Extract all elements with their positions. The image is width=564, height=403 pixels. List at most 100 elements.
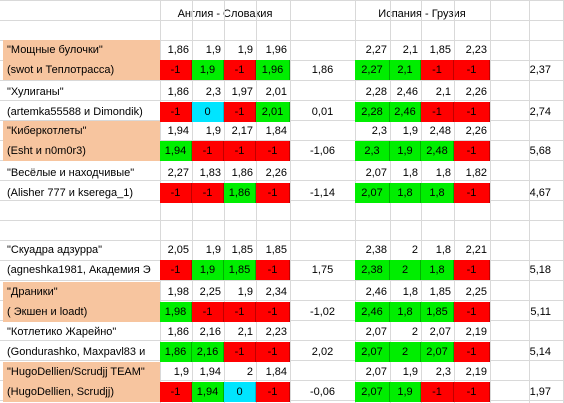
- result-cell-match1[interactable]: 2,16: [192, 342, 224, 362]
- result-cell-match1[interactable]: -1: [256, 382, 290, 402]
- odds-cell-match1[interactable]: 2,17: [231, 125, 253, 137]
- team-name-cell[interactable]: "Котлетико Жарейно": [7, 326, 117, 338]
- team-name-cell[interactable]: "Хулиганы": [7, 86, 64, 98]
- match1-total-cell[interactable]: 0,01: [311, 106, 334, 118]
- result-cell-match1[interactable]: -1: [160, 60, 192, 80]
- result-cell-match2[interactable]: 2,28: [355, 102, 390, 122]
- result-cell-match2[interactable]: 2,46: [355, 302, 390, 322]
- result-cell-match1[interactable]: 1,9: [192, 260, 224, 280]
- odds-cell-match1[interactable]: 2,25: [199, 286, 221, 298]
- result-cell-match1[interactable]: -1: [256, 342, 290, 362]
- odds-cell-match2[interactable]: 2,27: [365, 44, 387, 56]
- result-cell-match2[interactable]: 1,85: [421, 302, 454, 322]
- odds-cell-match2[interactable]: 1,8: [435, 244, 451, 256]
- odds-cell-match2[interactable]: 1,85: [429, 44, 451, 56]
- team-members-cell[interactable]: ( Экшен и loadt): [3, 302, 160, 322]
- match1-total-cell[interactable]: -1,14: [309, 187, 336, 199]
- odds-cell-match2[interactable]: 1,8: [402, 286, 418, 298]
- odds-cell-match1[interactable]: 1,86: [167, 326, 189, 338]
- match2-total-cell[interactable]: 5,18: [529, 264, 551, 276]
- match2-total-cell[interactable]: 5,14: [529, 346, 551, 358]
- odds-cell-match2[interactable]: 1,9: [402, 366, 418, 378]
- odds-cell-match2[interactable]: 2,19: [465, 326, 487, 338]
- match2-header[interactable]: Испания - Грузия: [378, 8, 466, 20]
- match1-total-cell[interactable]: -0,06: [309, 386, 336, 398]
- odds-cell-match2[interactable]: 2,1: [435, 86, 451, 98]
- odds-cell-match2[interactable]: 1,9: [402, 125, 418, 137]
- result-cell-match2[interactable]: 1,8: [421, 260, 454, 280]
- result-cell-match2[interactable]: 2: [390, 260, 421, 280]
- team-name-cell[interactable]: "Весёлые и находчивые": [7, 167, 135, 179]
- odds-cell-match1[interactable]: 1,84: [265, 366, 287, 378]
- team-name-cell[interactable]: "Киберкотлеты": [3, 121, 160, 141]
- result-cell-match2[interactable]: 2,07: [355, 183, 390, 203]
- odds-cell-match1[interactable]: 2,05: [167, 244, 189, 256]
- result-cell-match2[interactable]: -1: [454, 141, 490, 161]
- match1-total-cell[interactable]: 1,75: [311, 264, 334, 276]
- odds-cell-match2[interactable]: 2,46: [365, 286, 387, 298]
- result-cell-match2[interactable]: 2,48: [421, 141, 454, 161]
- match2-total-cell[interactable]: 5,68: [529, 145, 551, 157]
- result-cell-match2[interactable]: -1: [454, 260, 490, 280]
- result-cell-match1[interactable]: -1: [192, 141, 224, 161]
- team-members-cell[interactable]: (Gondurashko, Maxpavl83 и: [7, 346, 146, 358]
- result-cell-match2[interactable]: 1,8: [390, 302, 421, 322]
- result-cell-match2[interactable]: -1: [421, 60, 454, 80]
- odds-cell-match2[interactable]: 2,38: [365, 244, 387, 256]
- match1-total-cell[interactable]: -1,02: [309, 306, 336, 318]
- odds-cell-match1[interactable]: 2,01: [265, 86, 287, 98]
- result-cell-match2[interactable]: -1: [421, 382, 454, 402]
- team-name-cell[interactable]: "Драники": [3, 282, 160, 302]
- odds-cell-match1[interactable]: 1,9: [237, 44, 253, 56]
- team-members-cell[interactable]: (agneshka1981, Академия Э: [7, 264, 151, 276]
- match2-total-cell[interactable]: 1,97: [529, 386, 551, 398]
- result-cell-match1[interactable]: 1,86: [224, 183, 256, 203]
- odds-cell-match1[interactable]: 1,85: [231, 244, 253, 256]
- result-cell-match2[interactable]: 1,9: [390, 382, 421, 402]
- odds-cell-match2[interactable]: 1,8: [402, 167, 418, 179]
- result-cell-match2[interactable]: -1: [454, 102, 490, 122]
- result-cell-match2[interactable]: 2: [390, 342, 421, 362]
- team-name-cell[interactable]: "Мощные булочки": [3, 40, 160, 60]
- result-cell-match2[interactable]: -1: [454, 382, 490, 402]
- result-cell-match1[interactable]: 1,94: [160, 141, 192, 161]
- result-cell-match2[interactable]: 2,3: [355, 141, 390, 161]
- odds-cell-match1[interactable]: 1,94: [167, 125, 189, 137]
- odds-cell-match1[interactable]: 1,9: [205, 44, 221, 56]
- odds-cell-match2[interactable]: 1,8: [435, 167, 451, 179]
- match1-header[interactable]: Англия - Словакия: [177, 8, 273, 20]
- result-cell-match2[interactable]: 2,1: [390, 60, 421, 80]
- odds-cell-match1[interactable]: 1,86: [167, 44, 189, 56]
- match2-total-cell[interactable]: 2,74: [529, 106, 551, 118]
- result-cell-match1[interactable]: 0: [224, 382, 256, 402]
- odds-cell-match1[interactable]: 1,9: [173, 366, 189, 378]
- odds-cell-match2[interactable]: 2: [411, 244, 418, 256]
- odds-cell-match1[interactable]: 1,86: [231, 167, 253, 179]
- result-cell-match2[interactable]: -1: [421, 102, 454, 122]
- odds-cell-match2[interactable]: 2,07: [429, 326, 451, 338]
- odds-cell-match2[interactable]: 2,07: [365, 167, 387, 179]
- team-members-cell[interactable]: (Alisher 777 и kserega_1): [7, 187, 133, 199]
- result-cell-match1[interactable]: -1: [224, 141, 256, 161]
- odds-cell-match2[interactable]: 2,21: [465, 244, 487, 256]
- result-cell-match1[interactable]: -1: [160, 382, 192, 402]
- result-cell-match1[interactable]: 1,85: [224, 260, 256, 280]
- result-cell-match1[interactable]: -1: [160, 102, 192, 122]
- result-cell-match1[interactable]: 0: [192, 102, 224, 122]
- odds-cell-match1[interactable]: 1,97: [231, 86, 253, 98]
- match1-total-cell[interactable]: -1,06: [309, 145, 336, 157]
- result-cell-match2[interactable]: 2,38: [355, 260, 390, 280]
- result-cell-match1[interactable]: 1,96: [256, 60, 290, 80]
- odds-cell-match1[interactable]: 2,27: [167, 167, 189, 179]
- odds-cell-match2[interactable]: 2,19: [465, 366, 487, 378]
- result-cell-match1[interactable]: -1: [224, 60, 256, 80]
- odds-cell-match2[interactable]: 2,3: [371, 125, 387, 137]
- result-cell-match1[interactable]: 2,01: [256, 102, 290, 122]
- result-cell-match1[interactable]: 1,94: [192, 382, 224, 402]
- result-cell-match1[interactable]: -1: [256, 302, 290, 322]
- result-cell-match2[interactable]: 1,8: [421, 183, 454, 203]
- team-name-cell[interactable]: "HugoDellien/Scrudjj TEAM": [3, 362, 160, 382]
- odds-cell-match1[interactable]: 1,9: [205, 244, 221, 256]
- team-members-cell[interactable]: (swot и Теплотрасса): [3, 60, 160, 80]
- odds-cell-match2[interactable]: 2: [411, 326, 418, 338]
